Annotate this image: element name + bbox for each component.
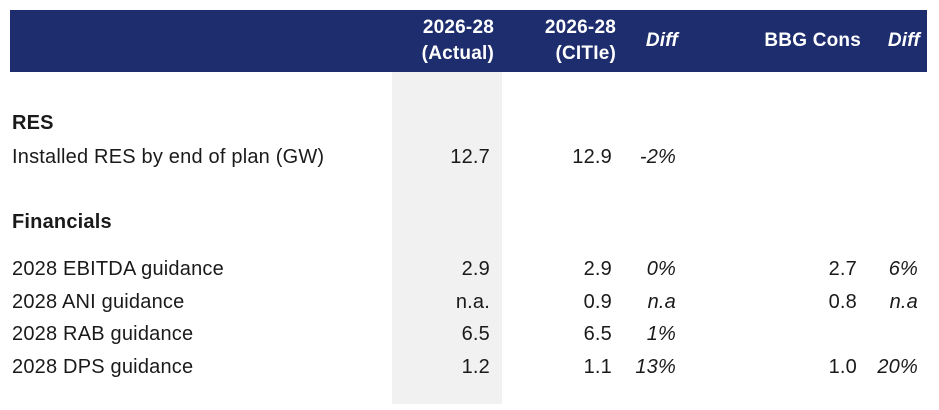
cell-diff-citie: n.a [647,291,676,313]
table-header: 2026-28 (Actual) 2026-28 (CITIe) Diff BB… [10,10,927,72]
header-bbg-cons-label: BBG Cons [764,30,861,51]
row-label: 2028 EBITDA guidance [12,258,224,280]
cell-diff-bbg [861,323,920,345]
cell-bbg: 0.8 [828,291,857,313]
table-header-grid: 2026-28 (Actual) 2026-28 (CITIe) Diff BB… [12,10,920,72]
actual-column-shade [392,72,502,404]
header-actual-line2: (Actual) [421,43,494,64]
header-citie-line2: (CITIe) [555,43,616,64]
header-cell-citie: 2026-28 (CITIe) [494,10,616,72]
cell-diff-citie: 13% [635,356,676,378]
cell-bbg: 2.7 [828,258,857,280]
header-cell-diff-citie: Diff [616,10,678,72]
row-label: 2028 DPS guidance [12,356,194,378]
cell-citie: 6.5 [583,323,612,345]
data-row-rab: 2028 RAB guidance 6.5 6.5 1% [12,323,920,345]
section-row-res: RES [12,112,920,134]
cell-bbg [678,323,861,345]
cell-diff-citie: 0% [646,258,676,280]
cell-actual: 2.9 [461,258,490,280]
cell-actual: 12.7 [450,146,490,168]
cell-citie: 2.9 [583,258,612,280]
cell-citie: 12.9 [572,146,612,168]
cell-diff-bbg: 6% [888,258,918,280]
data-row-dps: 2028 DPS guidance 1.2 1.1 13% 1.0 20% [12,356,920,378]
cell-bbg: 1.0 [828,356,857,378]
section-row-financials: Financials [12,211,920,233]
data-row-ebitda: 2028 EBITDA guidance 2.9 2.9 0% 2.7 6% [12,258,920,280]
header-cell-label [12,10,380,72]
data-row-ani: 2028 ANI guidance n.a. 0.9 n.a 0.8 n.a [12,291,920,313]
cell-diff-citie: -2% [639,146,676,168]
section-label: Financials [12,211,112,233]
section-label: RES [12,112,54,134]
cell-diff-bbg: n.a [889,291,918,313]
cell-actual: 1.2 [461,356,490,378]
cell-citie: 1.1 [583,356,612,378]
cell-citie: 0.9 [583,291,612,313]
cell-diff-citie: 1% [646,323,676,345]
header-diff-citie-label: Diff [645,30,678,51]
cell-actual: n.a. [455,291,490,313]
data-row-installed-res: Installed RES by end of plan (GW) 12.7 1… [12,146,920,168]
cell-actual: 6.5 [461,323,490,345]
header-diff-bbg-label: Diff [887,30,920,51]
header-cell-bbg-cons: BBG Cons [678,10,861,72]
row-label: Installed RES by end of plan (GW) [12,146,325,168]
cell-bbg [678,146,861,168]
header-cell-diff-bbg: Diff [861,10,920,72]
header-actual-line1: 2026-28 [422,17,494,38]
cell-diff-bbg [861,146,920,168]
header-citie-line1: 2026-28 [544,17,616,38]
header-cell-actual: 2026-28 (Actual) [380,10,494,72]
cell-diff-bbg: 20% [877,356,918,378]
row-label: 2028 ANI guidance [12,291,185,313]
row-label: 2028 RAB guidance [12,323,194,345]
